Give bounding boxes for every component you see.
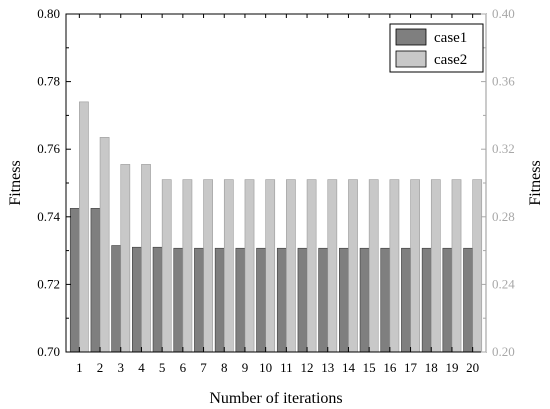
bar-case1-18 <box>421 247 432 353</box>
legend-label-case2: case2 <box>434 52 467 68</box>
x-tick-label: 2 <box>97 360 104 375</box>
x-tick-label: 16 <box>383 360 397 375</box>
x-tick-label: 20 <box>466 360 479 375</box>
bar-case1-20 <box>463 247 473 353</box>
left-tick-label: 0.76 <box>37 141 60 156</box>
bar-case1-2 <box>90 208 101 353</box>
legend-swatch-case1 <box>395 28 427 46</box>
x-tick-label: 3 <box>118 360 125 375</box>
x-tick-label: 1 <box>76 360 83 375</box>
bar-case1-5 <box>152 246 163 353</box>
bar-case1-14 <box>339 247 349 353</box>
left-tick-label: 0.78 <box>37 74 60 89</box>
bar-case1-6 <box>173 247 184 353</box>
right-tick-label: 0.36 <box>492 74 515 89</box>
bar-case2-11 <box>286 179 296 353</box>
bar-case1-17 <box>401 247 411 353</box>
left-tick-label: 0.70 <box>37 344 60 359</box>
bar-case1-19 <box>442 247 453 353</box>
x-tick-label: 19 <box>445 360 458 375</box>
bar-case2-17 <box>410 179 420 353</box>
bar-case2-7 <box>203 179 213 353</box>
bar-case2-8 <box>223 179 234 353</box>
right-tick-label: 0.32 <box>492 141 515 156</box>
right-tick-label: 0.20 <box>492 344 515 359</box>
bar-case2-1 <box>79 101 89 353</box>
x-tick-label: 9 <box>242 360 249 375</box>
bar-case2-15 <box>368 179 379 353</box>
x-tick-label: 18 <box>425 360 438 375</box>
x-tick-label: 14 <box>342 360 356 375</box>
bar-case2-18 <box>430 179 441 353</box>
x-axis-ticks: 1 2 3 4 5 6 7 8 9 10 11 12 13 14 15 16 17 18 19 20 <box>76 14 479 375</box>
bar-case1-10 <box>256 247 266 353</box>
x-tick-label: 10 <box>259 360 272 375</box>
legend-swatch-case2 <box>395 50 427 68</box>
left-axis-ticks: 0.70 0.72 0.74 0.76 0.78 0.80 <box>37 6 71 359</box>
bar-case1-7 <box>194 247 204 353</box>
bar-case2-10 <box>265 179 276 353</box>
x-tick-label: 6 <box>180 360 187 375</box>
bar-case1-9 <box>235 247 246 353</box>
bar-case2-3 <box>120 164 131 353</box>
bars-group <box>69 101 483 353</box>
x-tick-label: 12 <box>301 360 314 375</box>
bar-case1-12 <box>297 247 308 353</box>
x-tick-label: 17 <box>404 360 418 375</box>
right-tick-label: 0.28 <box>492 209 515 224</box>
legend: case1 case2 <box>389 23 484 73</box>
bar-case2-19 <box>451 179 462 353</box>
x-tick-label: 5 <box>159 360 166 375</box>
bar-case1-8 <box>214 247 225 353</box>
bar-case2-6 <box>182 179 193 353</box>
left-tick-label: 0.72 <box>37 276 60 291</box>
x-tick-label: 13 <box>321 360 334 375</box>
right-tick-label: 0.24 <box>492 276 515 291</box>
bar-case2-20 <box>472 179 483 353</box>
left-y-axis-title: Fitness <box>7 160 24 205</box>
bar-case1-3 <box>111 245 122 353</box>
legend-label-case1: case1 <box>434 30 467 46</box>
left-tick-label: 0.74 <box>37 209 60 224</box>
bar-case1-4 <box>132 246 142 353</box>
bar-case1-15 <box>359 247 370 353</box>
bar-case1-1 <box>69 208 80 353</box>
right-y-axis-title: Fitness <box>527 160 544 205</box>
x-tick-label: 8 <box>221 360 228 375</box>
x-tick-label: 7 <box>200 360 207 375</box>
x-axis-title: Number of iterations <box>209 390 342 407</box>
bar-case1-11 <box>276 247 287 353</box>
left-tick-label: 0.80 <box>37 6 60 21</box>
right-tick-label: 0.40 <box>492 6 515 21</box>
bar-case1-16 <box>380 247 391 353</box>
bar-case2-14 <box>348 179 358 353</box>
bar-case2-12 <box>306 179 317 353</box>
x-tick-label: 4 <box>138 360 145 375</box>
x-tick-label: 15 <box>363 360 376 375</box>
x-tick-label: 11 <box>280 360 293 375</box>
bar-case2-13 <box>327 179 338 353</box>
bar-case2-2 <box>99 137 110 353</box>
right-axis-ticks: 0.20 0.24 0.28 0.32 0.36 0.40 <box>481 6 515 359</box>
bar-case2-9 <box>244 179 255 353</box>
bar-case2-4 <box>141 164 151 353</box>
bar-case2-16 <box>389 179 400 353</box>
bar-case1-13 <box>318 247 329 353</box>
bar-case2-5 <box>161 179 172 353</box>
